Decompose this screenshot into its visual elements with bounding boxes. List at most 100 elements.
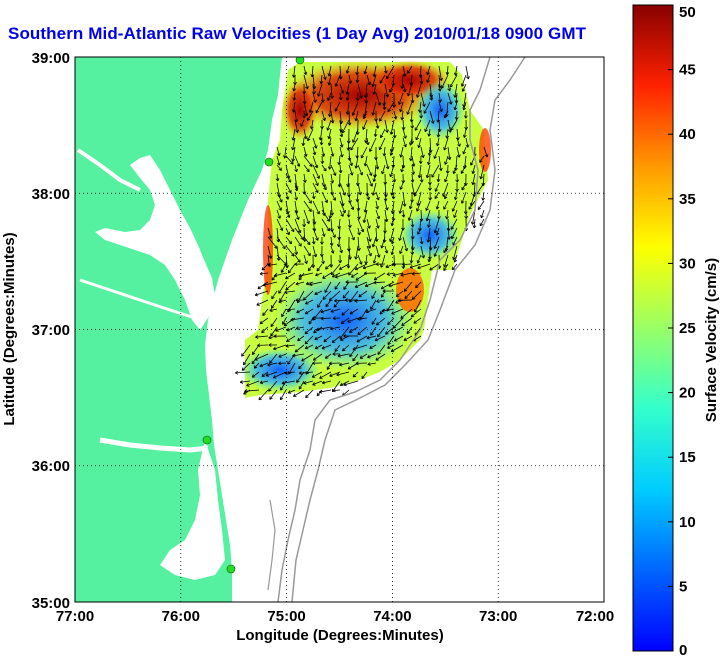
velocity-vector-head xyxy=(385,331,389,335)
velocity-vector-head xyxy=(361,375,365,379)
velocity-vector xyxy=(294,155,300,167)
velocity-vector-head xyxy=(302,179,307,183)
bathymetry-contour-2 xyxy=(291,57,526,602)
velocity-vector xyxy=(276,218,283,231)
velocity-vector xyxy=(387,344,395,349)
velocity-vector xyxy=(428,155,431,165)
velocity-vector-head xyxy=(308,200,312,204)
velocity-vector xyxy=(339,245,343,253)
velocity-vector-head xyxy=(327,113,332,117)
velocity-vector-head xyxy=(296,379,300,383)
velocity-vector-head xyxy=(271,305,275,309)
velocity-vector xyxy=(419,101,422,113)
velocity-vector xyxy=(390,326,404,334)
velocity-vector-head xyxy=(343,382,347,387)
velocity-vector-head xyxy=(380,294,385,298)
velocity-vector xyxy=(365,92,368,104)
velocity-vector-head xyxy=(443,249,447,254)
velocity-vector-head xyxy=(472,225,477,229)
velocity-vector-head xyxy=(352,139,356,143)
velocity-vector xyxy=(436,200,440,210)
velocity-vector-head xyxy=(313,145,318,149)
velocity-vector-head xyxy=(320,99,325,103)
velocity-vector xyxy=(322,380,332,384)
velocity-vector xyxy=(267,254,270,266)
velocity-vector xyxy=(465,65,469,80)
velocity-vector-head xyxy=(444,161,448,165)
velocity-vector-head xyxy=(278,207,282,211)
velocity-vector xyxy=(441,74,449,89)
velocity-vector xyxy=(312,92,316,103)
velocity-vector xyxy=(300,119,305,127)
velocity-vector xyxy=(316,326,332,331)
velocity-vector xyxy=(339,137,343,148)
chesapeake-bay xyxy=(95,155,215,330)
velocity-vector-head xyxy=(330,309,334,313)
velocity-vector xyxy=(381,236,386,249)
velocity-vector-head xyxy=(292,97,297,101)
velocity-vector xyxy=(312,173,319,186)
velocity-vector-head xyxy=(311,241,316,245)
velocity-vector xyxy=(352,371,359,378)
velocity-vector xyxy=(411,218,414,228)
velocity-vector-head xyxy=(310,126,314,130)
velocity-vector xyxy=(379,137,386,150)
velocity-vector-head xyxy=(387,321,391,325)
velocity-vector xyxy=(330,182,333,196)
velocity-vector xyxy=(437,110,440,123)
velocity-vector-head xyxy=(372,73,377,77)
velocity-vector-head xyxy=(322,275,326,279)
velocity-vector xyxy=(447,119,451,133)
velocity-vector xyxy=(321,164,327,172)
velocity-vector xyxy=(285,245,295,257)
velocity-vector xyxy=(296,326,305,329)
velocity-vector xyxy=(321,65,326,80)
velocity-vector-head xyxy=(334,274,339,279)
velocity-vector-head xyxy=(303,153,308,157)
grid xyxy=(75,57,604,602)
velocity-vector-head xyxy=(359,261,363,265)
velocity-vector xyxy=(303,164,310,172)
velocity-vector xyxy=(287,263,296,274)
velocity-vector xyxy=(281,308,287,317)
velocity-vector xyxy=(332,335,341,343)
velocity-vector-head xyxy=(268,343,272,347)
velocity-vector xyxy=(477,200,485,210)
velocity-vector-head xyxy=(388,283,392,288)
velocity-vector-head xyxy=(324,289,328,293)
velocity-vector xyxy=(438,65,442,81)
velocity-vector-head xyxy=(468,206,472,210)
velocity-vector-head xyxy=(433,253,438,257)
velocity-vector xyxy=(387,101,395,112)
velocity-vector-head xyxy=(436,134,441,138)
velocity-vector-head xyxy=(410,313,415,318)
velocity-vector-head xyxy=(376,225,380,229)
velocity-vector-head xyxy=(304,112,309,117)
velocity-vector xyxy=(416,200,422,212)
velocity-vector-head xyxy=(308,320,312,325)
velocity-vector xyxy=(357,200,359,211)
radar-station-marker xyxy=(264,157,274,167)
velocity-vector xyxy=(336,371,350,376)
velocity-vector xyxy=(342,290,350,299)
velocity-vector-head xyxy=(399,154,403,158)
velocity-vector xyxy=(480,209,485,219)
velocity-vector-head xyxy=(410,224,415,228)
velocity-vector xyxy=(294,254,301,263)
velocity-vector-head xyxy=(443,267,447,272)
velocity-vector-head xyxy=(374,337,379,342)
velocity-vector-head xyxy=(347,366,352,370)
y-tick-label: 39:00 xyxy=(32,50,70,67)
velocity-vector xyxy=(271,299,278,309)
velocity-vector xyxy=(305,344,314,349)
velocity-vector-head xyxy=(321,260,325,265)
velocity-vector xyxy=(426,74,431,83)
velocity-vector-head xyxy=(434,195,438,199)
velocity-vector xyxy=(294,245,297,255)
velocity-vector xyxy=(384,191,387,202)
velocity-vector-head xyxy=(471,170,476,174)
velocity-vector-head xyxy=(294,349,299,353)
velocity-vector xyxy=(294,227,304,240)
velocity-vector xyxy=(312,236,315,245)
